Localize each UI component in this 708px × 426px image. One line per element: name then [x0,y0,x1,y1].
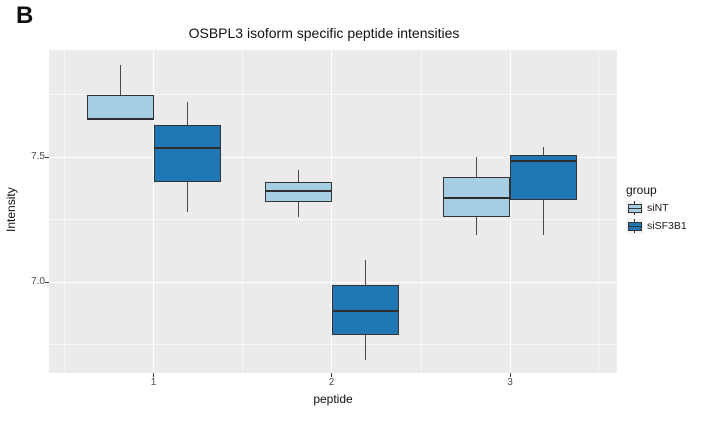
gridline-major-y [49,281,617,283]
y-tick-label: 7.0 [31,276,45,287]
legend-item-siNT: siNT [626,200,687,216]
legend-title: group [626,183,657,197]
x-tick-mark [331,373,332,377]
legend-item-siSF3B1: siSF3B1 [626,218,687,234]
legend-label: siNT [647,202,669,214]
boxplot-median-line [332,309,398,312]
key-median-line [629,208,641,209]
gridline-major-y [49,156,617,158]
boxplot-box-siNT-peptide2 [264,182,332,202]
gridline-minor-x [598,50,600,373]
key-box [628,222,642,231]
gridline-minor-y [49,94,617,95]
x-tick-mark [509,373,511,377]
x-tick-label: 3 [507,377,513,388]
boxplot-upper-whisker [297,169,299,182]
y-tick-label: 7.5 [31,151,45,162]
boxplot-lower-whisker [476,217,477,235]
legend: group siNT siSF3B1 [626,183,687,234]
boxplot-median-line [511,159,576,162]
boxplot-median-line [154,147,220,149]
x-tick-label: 1 [150,377,157,388]
gridline-major-x [509,50,511,373]
boxplot-upper-whisker [119,64,121,95]
x-axis-title: peptide [313,392,353,406]
chart-title: OSBPL3 isoform specific peptide intensit… [188,25,460,41]
plot-panel [49,50,617,373]
gridline-minor-x [420,50,422,373]
boxplot-key-icon [626,200,643,216]
boxplot-median-line [444,197,509,199]
boxplot-box-siNT-peptide3 [443,177,510,217]
gridline-minor-y [49,344,617,345]
key-median-line [629,226,641,227]
boxplot-box-siSF3B1-peptide2 [331,284,399,335]
boxplot-median-line [265,189,331,192]
gridline-minor-y [49,219,617,220]
key-box [628,204,642,213]
boxplot-upper-whisker [364,259,366,285]
gridline-major-x [331,50,332,373]
gridline-minor-x [64,50,66,373]
boxplot-lower-whisker [543,199,544,235]
boxplot-lower-whisker [186,182,188,212]
gridline-minor-x [242,50,244,373]
boxplot-box-siNT-peptide1 [86,94,154,121]
x-tick-label: 2 [328,377,335,388]
y-tick-mark [45,156,49,158]
y-tick-mark [45,281,49,283]
boxplot-upper-whisker [543,147,544,155]
gridline-major-x [153,50,154,373]
boxplot-box-siSF3B1-peptide3 [510,154,577,200]
panel-letter: B [16,2,34,29]
boxplot-key-icon [626,218,643,234]
boxplot-box-siSF3B1-peptide1 [153,124,221,182]
boxplot-upper-whisker [476,157,477,177]
boxplot-median-line [87,118,153,121]
y-axis-title: Intensity [4,187,18,233]
legend-label: siSF3B1 [647,220,687,232]
boxplot-lower-whisker [364,334,366,360]
boxplot-lower-whisker [297,202,299,217]
x-tick-mark [153,373,154,377]
boxplot-upper-whisker [186,102,188,125]
